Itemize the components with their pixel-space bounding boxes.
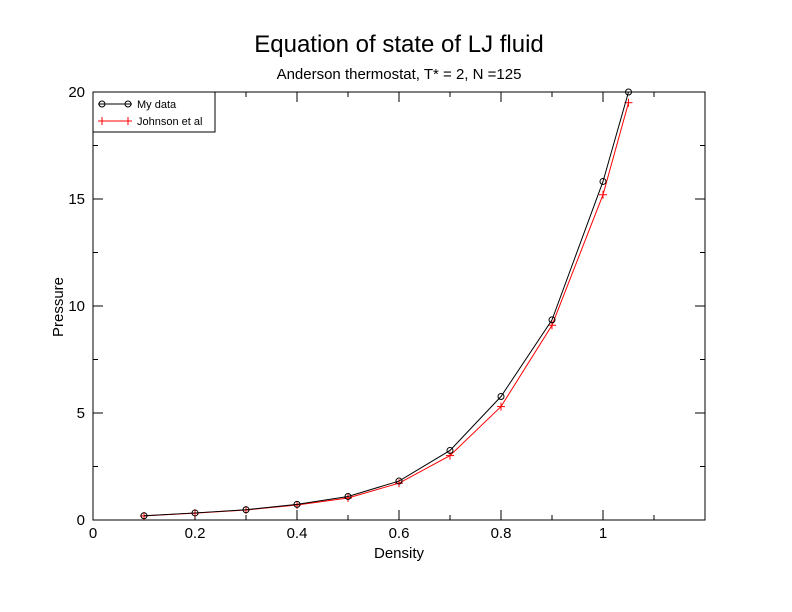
data-point <box>497 402 505 411</box>
x-tick-label: 0 <box>89 525 97 542</box>
series-line <box>143 91 629 517</box>
series-johnson-et-al <box>140 98 633 520</box>
data-point <box>548 316 556 324</box>
data-point <box>395 477 403 485</box>
data-point <box>599 177 607 185</box>
legend-marker <box>124 117 132 125</box>
y-tick-label: 10 <box>68 298 85 315</box>
legend-box <box>92 91 216 133</box>
legend-marker <box>98 100 106 108</box>
x-tick-label: 0.4 <box>287 525 308 542</box>
legend-marker <box>124 100 132 108</box>
y-axis-label: Pressure <box>50 277 67 337</box>
y-tick-label: 15 <box>68 191 85 208</box>
data-point <box>599 190 607 199</box>
x-tick-label: 0.2 <box>185 525 206 542</box>
legend: My data Johnson et al <box>92 91 216 133</box>
x-tick-label: 1 <box>599 525 607 542</box>
data-point <box>242 506 250 514</box>
x-tick-label: 0.6 <box>389 525 410 542</box>
x-axis-label: Density <box>374 545 425 562</box>
data-point <box>344 492 352 500</box>
data-point <box>191 509 199 517</box>
data-point <box>446 446 454 454</box>
chart-title: Equation of state of LJ fluid <box>254 31 544 58</box>
data-point <box>625 88 632 96</box>
data-point <box>446 451 454 460</box>
y-tick-label: 20 <box>68 84 85 101</box>
data-point <box>497 393 505 401</box>
y-tick-label: 0 <box>77 512 85 529</box>
legend-marker <box>98 117 106 125</box>
legend-label: My data <box>137 99 177 111</box>
x-tick-label: 0.8 <box>491 525 512 542</box>
legend-label: Johnson et al <box>137 116 202 128</box>
data-point <box>140 512 148 520</box>
data-point <box>293 500 301 508</box>
series-layer <box>140 88 633 520</box>
y-tick-label: 5 <box>77 405 85 422</box>
chart-subtitle: Anderson thermostat, T* = 2, N =125 <box>277 66 522 83</box>
series-my-data <box>140 88 632 520</box>
